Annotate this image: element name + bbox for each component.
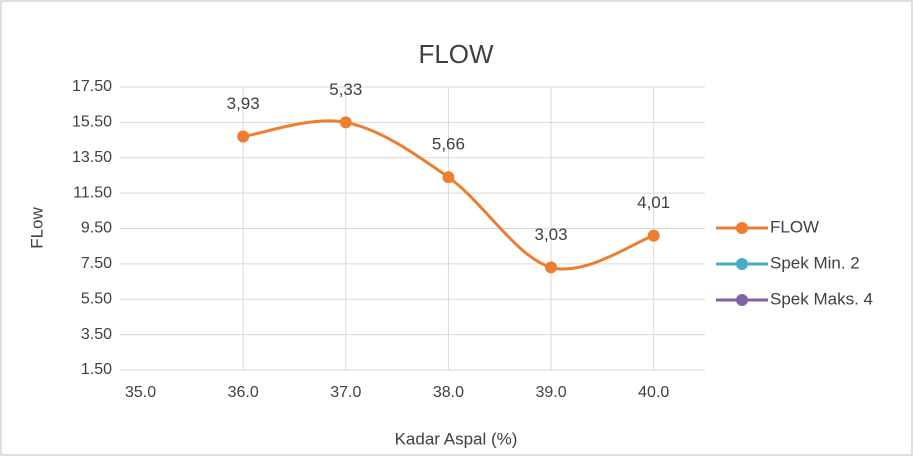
y-tick-label: 13.50: [72, 149, 112, 166]
legend-marker: [736, 222, 748, 234]
legend-label: Spek Min. 2: [770, 253, 860, 272]
legend-marker: [736, 294, 748, 306]
y-tick-label: 3.50: [81, 326, 112, 343]
annotation: 5,33: [329, 80, 362, 99]
x-tick-label: 37.0: [330, 384, 361, 401]
y-tick-label: 9.50: [81, 220, 112, 237]
x-tick-label: 38.0: [433, 384, 464, 401]
data-point: [339, 116, 352, 129]
data-point: [237, 130, 250, 143]
data-point: [442, 171, 455, 184]
y-tick-label: 11.50: [73, 184, 112, 201]
annotation: 4,01: [637, 193, 670, 212]
y-tick-label: 1.50: [81, 361, 112, 378]
x-tick-label: 36.0: [228, 384, 259, 401]
chart-title: FLOW: [418, 39, 494, 69]
legend-label: FLOW: [770, 217, 819, 236]
annotation: 5,66: [432, 135, 465, 154]
x-axis-label: Kadar Aspal (%): [395, 429, 518, 448]
x-tick-label: 40.0: [638, 384, 669, 401]
y-tick-label: 7.50: [81, 255, 112, 272]
legend-label: Spek Maks. 4: [770, 289, 873, 308]
y-axis-label: FLow: [27, 206, 46, 248]
y-tick-label: 15.50: [72, 114, 112, 131]
x-tick-label: 35.0: [125, 384, 156, 401]
y-tick-label: 17.50: [72, 78, 112, 95]
x-tick-label: 39.0: [535, 384, 566, 401]
legend-marker: [736, 258, 748, 270]
data-point: [545, 261, 558, 274]
data-point: [647, 229, 660, 242]
y-tick-label: 5.50: [81, 290, 112, 307]
annotation: 3,03: [535, 225, 568, 244]
annotation: 3,93: [227, 94, 260, 113]
